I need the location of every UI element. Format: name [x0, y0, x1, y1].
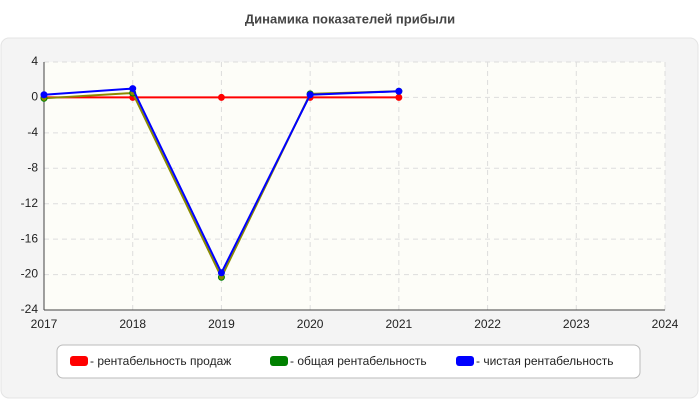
- point: [395, 87, 403, 95]
- x-tick-label: 2019: [208, 317, 235, 331]
- legend: [56, 344, 641, 379]
- legend-swatch: [270, 356, 288, 366]
- legend-label: - чистая рентабельность: [476, 354, 613, 368]
- x-tick-label: 2020: [297, 317, 324, 331]
- y-tick-label: -24: [21, 302, 39, 316]
- y-tick-label: -8: [27, 160, 38, 174]
- point: [217, 269, 225, 277]
- y-tick-label: 0: [31, 90, 38, 104]
- x-tick-label: 2021: [386, 317, 413, 331]
- x-tick-label: 2023: [563, 317, 590, 331]
- legend-label: - общая рентабельность: [290, 354, 427, 368]
- y-tick-label: -16: [21, 231, 39, 245]
- y-tick-label: -12: [21, 196, 39, 210]
- x-tick-label: 2024: [652, 317, 679, 331]
- point: [395, 93, 403, 101]
- legend-swatch: [70, 356, 88, 366]
- point: [40, 91, 48, 99]
- y-tick-label: 4: [31, 54, 38, 68]
- x-tick-label: 2022: [474, 317, 501, 331]
- x-tick-label: 2017: [31, 317, 58, 331]
- y-tick-label: -20: [21, 267, 39, 281]
- plot-area: [44, 62, 665, 310]
- point: [306, 91, 314, 99]
- point: [129, 85, 137, 93]
- x-tick-label: 2018: [119, 317, 146, 331]
- chart-title: Динамика показателей прибыли: [245, 11, 455, 26]
- y-tick-label: -4: [27, 125, 38, 139]
- legend-swatch: [456, 356, 474, 366]
- legend-label: - рентабельность продаж: [90, 354, 231, 368]
- point: [217, 93, 225, 101]
